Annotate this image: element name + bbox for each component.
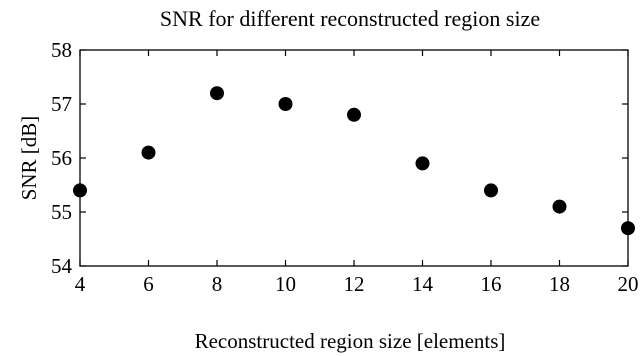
data-point <box>210 86 224 101</box>
data-point <box>278 97 293 111</box>
y-tick-label: 58 <box>51 38 72 62</box>
x-axis-label: Reconstructed region size [elements] <box>195 329 506 353</box>
y-tick-label: 55 <box>51 200 72 224</box>
x-tick-label: 8 <box>212 272 223 296</box>
data-point <box>73 183 87 198</box>
data-point <box>415 156 430 171</box>
x-tick-label: 10 <box>275 272 296 296</box>
x-tick-label: 14 <box>412 272 434 296</box>
plot-area <box>79 49 629 267</box>
y-axis-label: SNR [dB] <box>17 116 41 201</box>
data-point <box>347 107 361 122</box>
x-tick-label: 20 <box>618 272 639 296</box>
x-axis: 4 6 8 10 12 14 16 18 20 <box>75 50 639 296</box>
y-tick-label: 57 <box>51 92 72 116</box>
data-point <box>484 183 498 198</box>
y-tick-label: 54 <box>51 254 73 278</box>
data-point <box>621 221 635 236</box>
x-tick-label: 4 <box>75 272 86 296</box>
data-points <box>73 86 635 236</box>
x-tick-label: 18 <box>549 272 570 296</box>
x-tick-label: 12 <box>344 272 365 296</box>
x-tick-label: 6 <box>143 272 154 296</box>
chart-title: SNR for different reconstructed region s… <box>160 6 540 31</box>
y-axis: 54 55 56 57 58 <box>51 38 628 278</box>
y-tick-label: 56 <box>51 146 72 170</box>
data-point <box>141 145 156 160</box>
x-tick-label: 16 <box>481 272 502 296</box>
data-point <box>552 199 567 214</box>
